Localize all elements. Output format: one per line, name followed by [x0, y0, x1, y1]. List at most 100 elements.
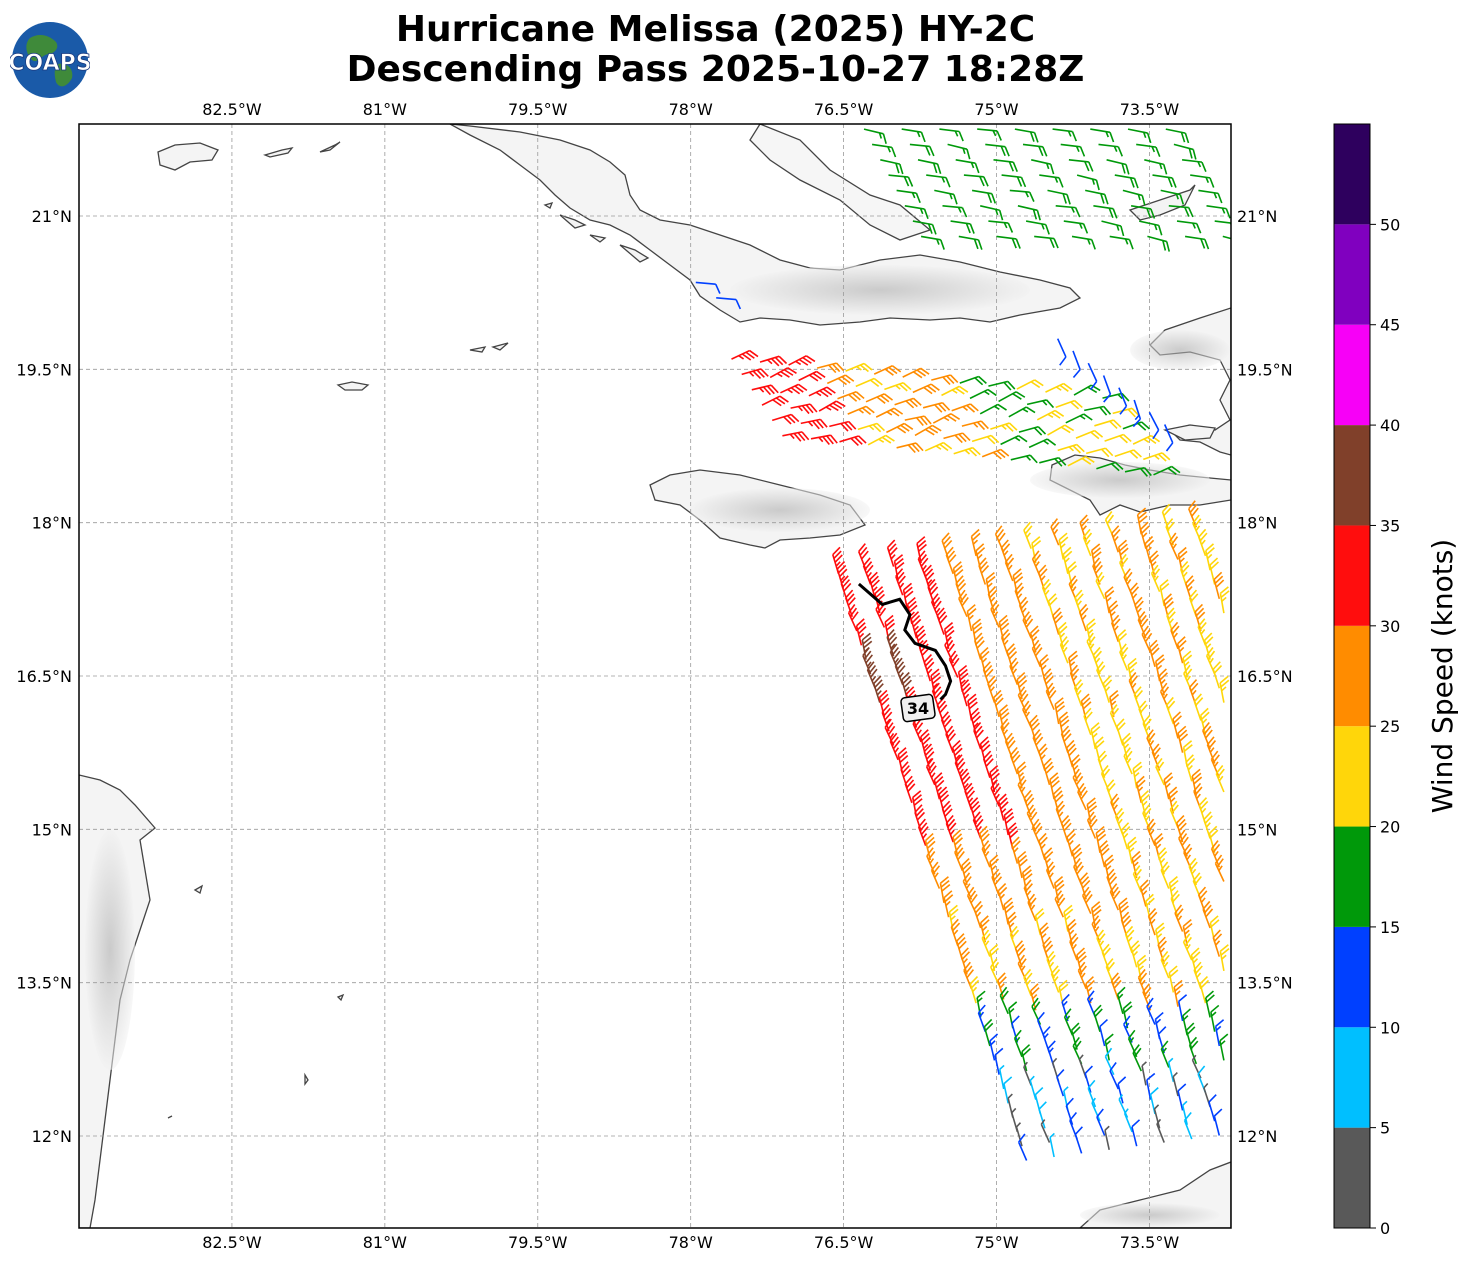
wind-barb	[1168, 965, 1179, 993]
wind-barb	[1031, 639, 1043, 668]
colorbar-title: Wind Speed (knots)	[1426, 539, 1459, 813]
wind-barb	[1017, 686, 1029, 714]
wind-barb	[1014, 940, 1026, 968]
wind-barb	[1092, 646, 1102, 675]
wind-barb	[1098, 143, 1123, 157]
wind-barb	[1017, 850, 1028, 879]
wind-barb	[930, 861, 941, 889]
wind-barb	[945, 546, 957, 575]
wind-barb	[1146, 1072, 1156, 1100]
wind-barb	[1160, 1040, 1170, 1068]
wind-barb	[1178, 829, 1189, 857]
lat-tick-label-right: 18°N	[1237, 514, 1277, 533]
wind-barb	[1156, 1118, 1165, 1143]
wind-barb	[917, 818, 929, 846]
wind-barb	[1003, 1076, 1013, 1104]
wind-barb	[958, 589, 969, 618]
wind-barb	[1215, 764, 1225, 793]
wind-barb	[1004, 553, 1015, 582]
colorbar: 0 5 10 15 20 25 30 35 40 45 50	[1333, 123, 1400, 1238]
colorbar-segment	[1334, 826, 1370, 927]
wind-barb	[1140, 790, 1150, 818]
wind-barb	[1078, 603, 1089, 632]
wind-barb	[1141, 1061, 1147, 1086]
wind-barb	[880, 159, 904, 175]
wind-barb	[1150, 564, 1161, 593]
wind-barb	[959, 375, 987, 386]
wind-barb	[1026, 399, 1055, 409]
lat-tick-label-left: 13.5°N	[16, 974, 72, 993]
wind-barb	[839, 435, 867, 447]
wind-barb	[1047, 189, 1071, 205]
wind-barb	[945, 725, 957, 753]
wind-barb	[1096, 461, 1124, 472]
wind-barb	[927, 578, 939, 607]
wind-barb	[1128, 671, 1138, 700]
wind-barb	[1163, 772, 1174, 800]
contour-label: 34	[900, 693, 936, 723]
wind-barb	[889, 732, 901, 761]
colorbar-segment	[1334, 224, 1370, 325]
colorbar-tick-label: 45	[1380, 316, 1400, 335]
wind-barb	[1193, 961, 1203, 990]
wind-barb	[1047, 424, 1075, 436]
wind-barb	[1136, 954, 1147, 982]
title-line-1: Hurricane Melissa (2025) HY-2C	[395, 9, 1036, 50]
wind-barb	[1055, 399, 1083, 410]
wind-barb	[1190, 947, 1201, 975]
wind-barb	[1054, 890, 1066, 918]
wind-barb	[1039, 922, 1049, 950]
wind-barb	[981, 840, 991, 868]
wind-barb	[1091, 915, 1101, 943]
wind-barb	[1001, 174, 1027, 188]
lat-tick-label-left: 18°N	[32, 514, 72, 533]
wind-barb	[936, 607, 948, 635]
wind-barb	[731, 349, 759, 361]
wind-barb	[998, 391, 1026, 403]
wind-barb	[1090, 901, 1102, 929]
wind-barb	[1031, 536, 1042, 564]
wind-barb	[1176, 220, 1202, 234]
wind-barb	[1117, 1076, 1127, 1104]
wind-barb	[836, 561, 848, 589]
corn-islands	[167, 884, 345, 1119]
wind-barb	[1010, 454, 1038, 464]
wind-34kt-contour	[857, 582, 953, 701]
wind-barb	[992, 689, 1004, 718]
wind-barb	[845, 362, 873, 373]
wind-barb	[988, 380, 1016, 391]
wind-barb	[969, 388, 997, 400]
wind-barb	[1117, 539, 1129, 567]
wind-barb	[1132, 761, 1143, 789]
wind-barb	[1182, 650, 1193, 678]
wind-barb	[1055, 205, 1081, 218]
wind-barb	[816, 362, 845, 374]
lon-tick-label-top: 76.5°W	[814, 100, 874, 119]
wind-barb	[902, 582, 914, 610]
wind-barb	[1165, 696, 1176, 725]
wind-barb	[847, 405, 875, 415]
wind-barb	[751, 384, 779, 396]
wind-barb	[810, 434, 838, 446]
wind-barb	[1219, 586, 1230, 614]
wind-barb	[1138, 700, 1148, 728]
wind-barb	[1039, 456, 1067, 467]
wind-barb	[873, 365, 902, 376]
wind-barb	[888, 174, 914, 187]
wind-barb	[1109, 690, 1120, 718]
wind-barb	[998, 614, 1010, 642]
wind-barb	[1016, 671, 1028, 700]
wind-barb	[904, 775, 916, 804]
colorbar-segment	[1334, 1127, 1370, 1228]
wind-barb	[990, 779, 1002, 807]
wind-barb	[1110, 972, 1122, 1000]
wind-barb	[889, 643, 901, 671]
wind-barb	[1104, 1125, 1110, 1150]
wind-barb	[1114, 174, 1139, 189]
wind-barb	[1057, 621, 1068, 650]
wind-barb	[1173, 979, 1184, 1007]
wind-barb	[788, 355, 816, 366]
wind-barb	[886, 422, 914, 434]
wind-barb	[1181, 1100, 1188, 1125]
wind-barb	[994, 1047, 1004, 1075]
